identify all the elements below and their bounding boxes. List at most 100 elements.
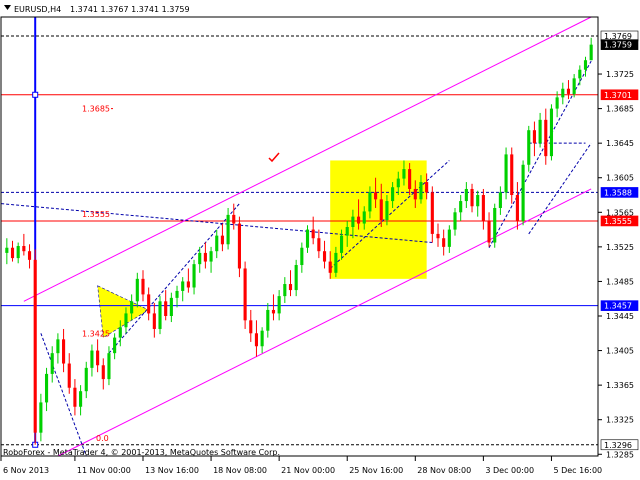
price-tick-label: 1.3525	[606, 243, 634, 252]
candle-body	[510, 154, 514, 196]
time-tick-label: 6 Nov 2013	[3, 466, 49, 475]
candle-body	[317, 238, 321, 252]
candle-body	[322, 251, 327, 262]
price-tick-label: 1.3685	[606, 105, 634, 114]
candle-body	[566, 88, 571, 94]
candle-body	[175, 290, 179, 298]
candle-body	[413, 188, 417, 200]
candle-body	[141, 278, 145, 295]
price-label-text: 1.3588	[604, 188, 632, 197]
candle-body	[453, 212, 457, 230]
candle-body	[476, 195, 480, 207]
chart-header: EURUSD,H4 1.3741 1.3767 1.3741 1.3759	[4, 5, 190, 14]
candle-body	[27, 251, 32, 260]
candle-body	[396, 178, 400, 188]
candle-body	[515, 195, 519, 221]
price-tick-label: 1.3365	[606, 381, 634, 390]
candle-body	[152, 313, 156, 329]
candle-body	[79, 391, 83, 407]
candle-body	[498, 192, 502, 208]
candle-body	[391, 187, 395, 202]
candle-body	[10, 247, 15, 259]
fib-label: 1.3425	[82, 329, 110, 338]
candle-body	[549, 108, 554, 157]
candle-body	[254, 333, 259, 347]
candle-body	[459, 201, 463, 213]
checkmark-icon	[268, 152, 280, 163]
candle-body	[169, 297, 173, 317]
time-tick-label: 21 Nov 00:00	[281, 466, 335, 475]
candle-body	[5, 247, 9, 253]
candle-body	[521, 164, 525, 221]
candle-body	[181, 281, 185, 291]
candle-body	[436, 233, 440, 239]
plot-frame	[0, 16, 599, 457]
candle-body	[203, 252, 207, 262]
price-label-box	[600, 215, 639, 227]
candle-body	[50, 353, 54, 374]
candle-body	[118, 327, 122, 338]
time-tick-label: 3 Dec 00:00	[485, 466, 534, 475]
price-label-text: 1.3457	[604, 302, 632, 311]
channel-upper-line	[23, 16, 592, 302]
price-label-text: 1.3701	[604, 91, 632, 100]
time-tick-label: 25 Nov 16:00	[349, 466, 403, 475]
candle-body	[16, 246, 20, 259]
candle-body	[470, 188, 474, 207]
triangle-pattern	[97, 285, 150, 339]
trend-dashed-line	[1, 203, 433, 244]
candle-body	[186, 281, 190, 288]
candle-body	[56, 339, 60, 354]
candle-body	[339, 235, 344, 253]
candle-body	[589, 44, 593, 61]
ohlc-values: 1.3741 1.3767 1.3741 1.3759	[70, 5, 190, 14]
candle-body	[271, 309, 276, 314]
candle-body	[374, 192, 378, 200]
price-label-text: 1.3555	[604, 217, 632, 226]
trend-dashed-line	[329, 160, 450, 269]
candle-body	[266, 309, 270, 331]
price-label-box	[600, 439, 639, 451]
time-tick-label: 28 Nov 08:00	[417, 466, 471, 475]
candle-body	[237, 223, 241, 269]
candle-body	[555, 97, 559, 109]
candle-body	[345, 226, 349, 236]
candle-body	[33, 259, 37, 433]
candle-body	[402, 169, 406, 179]
candle-body	[379, 199, 383, 221]
candle-body	[220, 235, 224, 245]
candle-body	[311, 229, 315, 239]
candle-body	[328, 261, 332, 273]
candle-body	[583, 60, 588, 70]
candle-body	[44, 373, 49, 403]
candle-body	[96, 350, 100, 366]
candle-body	[209, 251, 213, 262]
price-tick-label: 1.3605	[606, 174, 634, 183]
time-tick-label: 5 Dec 16:00	[553, 466, 602, 475]
target-zone	[330, 160, 427, 279]
candle-body	[158, 301, 162, 329]
price-tick-label: 1.3445	[606, 312, 634, 321]
time-tick-label: 11 Nov 00:00	[77, 466, 131, 475]
candle-body	[385, 201, 389, 221]
candle-body	[527, 130, 531, 165]
candle-body	[487, 220, 491, 243]
collapse-triangle-icon[interactable]	[4, 5, 11, 10]
trend-dashed-line	[528, 142, 592, 235]
fib-label: 1.3685	[82, 105, 110, 114]
candle-body	[288, 284, 293, 291]
price-label-box	[600, 89, 639, 101]
fib-label: 0.0	[96, 434, 109, 443]
fib-label: 1.3555	[82, 210, 110, 219]
channel-lower-line	[57, 188, 592, 457]
candle-body	[113, 337, 117, 354]
candle-body	[232, 214, 236, 224]
candle-body	[464, 188, 468, 202]
candle-body	[538, 119, 542, 144]
candle-body	[351, 216, 355, 227]
trend-dashed-line	[40, 333, 87, 457]
candle-body	[578, 69, 582, 79]
candle-body	[198, 252, 202, 265]
